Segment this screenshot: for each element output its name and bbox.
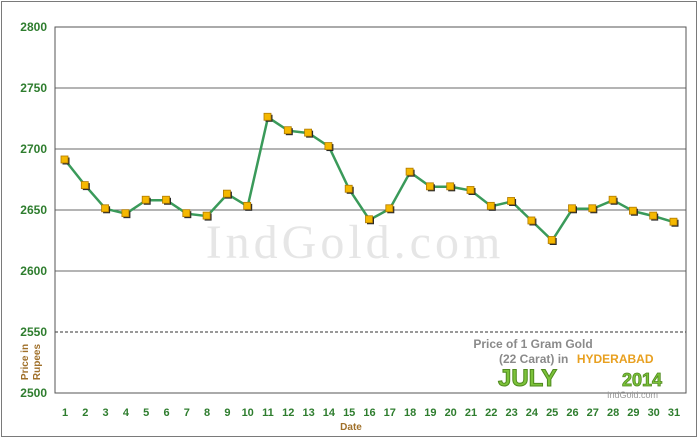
data-marker xyxy=(60,155,69,164)
x-tick-label: 23 xyxy=(505,407,517,419)
data-marker xyxy=(446,182,455,191)
y-tick-label: 2800 xyxy=(20,20,47,34)
data-marker xyxy=(425,182,434,191)
x-tick-label: 13 xyxy=(302,407,314,419)
x-axis-title: Date xyxy=(340,422,362,433)
data-marker xyxy=(669,217,678,226)
x-tick-label: 8 xyxy=(204,407,210,419)
y-tick-label: 2500 xyxy=(20,386,47,400)
x-tick-label: 25 xyxy=(546,407,558,419)
data-marker xyxy=(324,142,333,150)
x-tick-label: 29 xyxy=(627,407,639,419)
data-marker xyxy=(304,128,313,137)
caption-city: HYDERABAD xyxy=(577,352,654,366)
x-tick-label: 16 xyxy=(363,407,375,419)
data-marker xyxy=(405,167,414,176)
x-tick-label: 27 xyxy=(587,407,599,419)
data-marker xyxy=(121,209,130,218)
caption-line2: (22 Carat) in HYDERABAD xyxy=(499,350,654,367)
data-marker xyxy=(629,206,637,215)
y-axis-title-line2: Rupees xyxy=(32,344,43,381)
caption-box: Price of 1 Gram Gold (22 Carat) in HYDER… xyxy=(473,337,662,400)
data-marker xyxy=(182,209,191,218)
data-marker xyxy=(568,204,576,213)
x-tick-label: 4 xyxy=(123,407,130,419)
y-axis-title-line1: Price in xyxy=(20,344,31,380)
x-tick-label: 30 xyxy=(648,407,660,419)
x-tick-label: 21 xyxy=(465,407,477,419)
x-tick-labels: 1 2 3 4 5 6 7 8 9 10 11 12 13 14 15 16 17 18 19 20 21 22 23 24 2… xyxy=(62,407,680,419)
data-marker xyxy=(162,195,170,204)
x-tick-label: 9 xyxy=(224,407,230,419)
x-tick-label: 28 xyxy=(607,407,619,419)
x-tick-label: 12 xyxy=(282,407,294,419)
data-marker xyxy=(385,204,394,213)
caption-month: JULY xyxy=(498,365,557,392)
y-axis-title: Price in Rupees xyxy=(20,344,43,381)
x-tick-label: 20 xyxy=(445,407,457,419)
data-marker xyxy=(222,189,231,198)
x-tick-label: 2 xyxy=(82,407,88,419)
y-tick-label: 2550 xyxy=(20,325,47,339)
x-tick-label: 15 xyxy=(343,407,355,419)
data-marker xyxy=(507,197,516,205)
x-tick-label: 19 xyxy=(424,407,436,419)
x-tick-label: 14 xyxy=(323,407,336,419)
data-marker xyxy=(547,236,556,244)
y-tick-label: 2750 xyxy=(20,81,47,95)
x-tick-label: 5 xyxy=(143,407,149,419)
x-tick-label: 18 xyxy=(404,407,416,419)
x-tick-label: 3 xyxy=(103,407,109,419)
x-tick-label: 6 xyxy=(163,407,169,419)
x-tick-label: 7 xyxy=(184,407,190,419)
x-tick-label: 1 xyxy=(62,407,68,419)
data-marker xyxy=(243,201,252,210)
data-marker xyxy=(649,211,658,220)
data-marker xyxy=(101,204,109,213)
y-tick-label: 2700 xyxy=(20,142,47,156)
x-tick-label: 17 xyxy=(384,407,396,419)
caption-year: 2014 xyxy=(622,370,662,390)
x-tick-label: 22 xyxy=(485,407,497,419)
data-marker xyxy=(588,204,597,213)
caption-line1: Price of 1 Gram Gold xyxy=(473,337,592,351)
data-marker xyxy=(141,195,150,204)
data-marker xyxy=(263,112,272,121)
data-markers xyxy=(60,112,679,245)
data-marker xyxy=(466,186,475,194)
x-tick-label: 24 xyxy=(526,407,539,419)
data-marker xyxy=(80,181,89,190)
caption-carat: (22 Carat) in xyxy=(499,352,568,366)
data-marker xyxy=(365,215,373,224)
x-tick-label: 11 xyxy=(262,407,274,419)
data-marker xyxy=(527,216,536,225)
data-marker xyxy=(344,184,353,193)
data-marker xyxy=(283,126,292,135)
y-tick-label: 2600 xyxy=(20,264,47,278)
y-tick-label: 2650 xyxy=(20,203,47,217)
watermark: IndGold.com xyxy=(206,216,505,269)
data-marker xyxy=(608,195,617,204)
data-marker xyxy=(202,211,211,220)
plot-area xyxy=(54,26,687,394)
caption-credit: IndGold.com xyxy=(607,390,658,400)
x-tick-label: 10 xyxy=(242,407,254,419)
data-marker xyxy=(486,201,495,210)
y-tick-labels: 2500 2550 2600 2650 2700 2750 2800 xyxy=(20,20,47,400)
x-tick-label: 31 xyxy=(668,407,680,419)
x-tick-label: 26 xyxy=(566,407,578,419)
